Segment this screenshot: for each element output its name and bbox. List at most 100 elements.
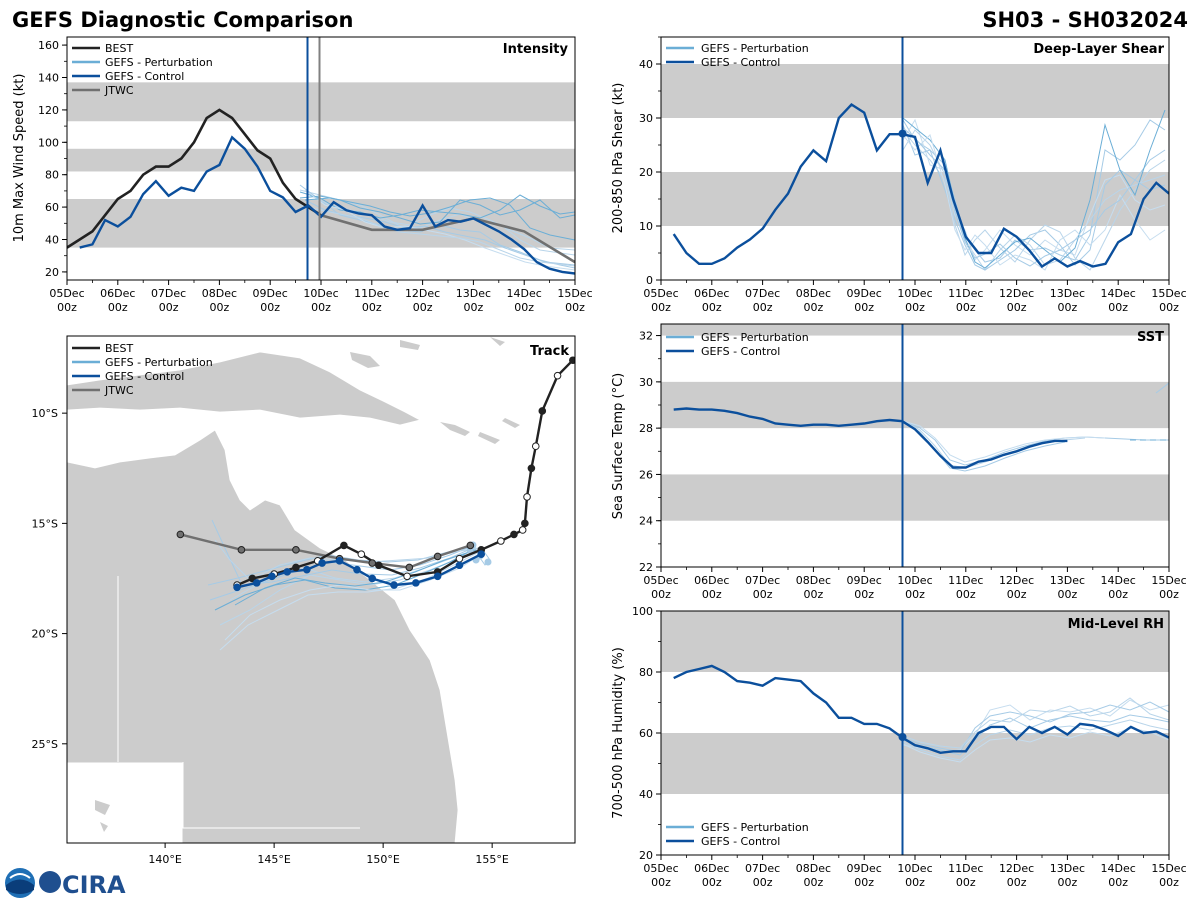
rh-xtick-label-8: 13Dec bbox=[1050, 862, 1085, 875]
rh-ytick-label-2: 60 bbox=[639, 727, 653, 740]
intensity-xtick-label-5: 10Dec bbox=[303, 287, 338, 300]
intensity-band-0 bbox=[67, 199, 575, 248]
sst-x-axis: 05Dec00z06Dec00z07Dec00z08Dec00z09Dec00z… bbox=[643, 567, 1187, 601]
track-point-2-6 bbox=[353, 565, 361, 574]
sst-xtick-sub-0: 00z bbox=[651, 588, 671, 601]
intensity-ytick-label-1: 40 bbox=[45, 234, 59, 247]
rh-band-1 bbox=[661, 611, 1169, 672]
intensity-best-line bbox=[67, 108, 322, 249]
sst-xtick-sub-10: 00z bbox=[1159, 588, 1179, 601]
rh-xtick-sub-7: 00z bbox=[1007, 876, 1027, 889]
intensity-xtick-label-4: 09Dec bbox=[253, 287, 288, 300]
tasmania-inset bbox=[67, 761, 184, 843]
track-xtick-label-3: 155°E bbox=[475, 853, 508, 866]
sst-xtick-sub-8: 00z bbox=[1058, 588, 1078, 601]
sst-xtick-label-10: 15Dec bbox=[1151, 574, 1186, 587]
shear-legend: GEFS - Perturbation GEFS - Control bbox=[666, 42, 809, 69]
track-point-0-9 bbox=[497, 537, 505, 545]
intensity-ytick-label-0: 20 bbox=[45, 266, 59, 279]
rh-xtick-label-10: 15Dec bbox=[1151, 862, 1186, 875]
track-point-0-16 bbox=[340, 541, 348, 550]
rh-x-axis: 05Dec00z06Dec00z07Dec00z08Dec00z09Dec00z… bbox=[643, 855, 1187, 889]
shear-ytick-label-2: 20 bbox=[639, 166, 653, 179]
rh-ytick-label-1: 40 bbox=[639, 788, 653, 801]
track-point-2-1 bbox=[455, 561, 464, 570]
intensity-band-2 bbox=[67, 82, 575, 122]
intensity-ytick-label-3: 80 bbox=[45, 169, 59, 182]
track-point-2-9 bbox=[303, 565, 311, 574]
new-guinea-land bbox=[67, 351, 422, 426]
sst-xtick-label-1: 06Dec bbox=[694, 574, 729, 587]
track-point-2-5 bbox=[368, 574, 377, 583]
sst-band-0 bbox=[661, 474, 1169, 521]
sst-legend-control: GEFS - Control bbox=[701, 345, 780, 358]
rh-xtick-label-1: 06Dec bbox=[694, 862, 729, 875]
sst-ytick-label-0: 22 bbox=[639, 561, 653, 574]
track-point-0-0 bbox=[569, 356, 575, 365]
sst-xtick-sub-1: 00z bbox=[702, 588, 722, 601]
sst-bands bbox=[661, 324, 1169, 521]
track-point-1-3 bbox=[368, 559, 377, 567]
rh-ytick-label-3: 80 bbox=[639, 666, 653, 679]
sst-xtick-sub-7: 00z bbox=[1007, 588, 1027, 601]
track-points bbox=[176, 356, 575, 592]
legend-best: BEST bbox=[105, 42, 133, 55]
track-point-0-15 bbox=[357, 550, 366, 559]
legend-perturbation: GEFS - Perturbation bbox=[105, 56, 213, 69]
shear-xtick-sub-2: 00z bbox=[753, 301, 773, 314]
track-point-0-8 bbox=[510, 530, 518, 539]
rh-xtick-sub-0: 00z bbox=[651, 876, 671, 889]
track-point-2-11 bbox=[268, 572, 276, 581]
shear-xtick-sub-5: 00z bbox=[905, 301, 925, 314]
intensity-xtick-sub-0: 00z bbox=[57, 301, 77, 314]
shear-band-1 bbox=[661, 64, 1169, 118]
sst-control-line bbox=[673, 407, 1068, 469]
shear-xtick-label-6: 11Dec bbox=[948, 287, 983, 300]
track-point-1-2 bbox=[405, 563, 414, 572]
rh-xtick-sub-6: 00z bbox=[956, 876, 976, 889]
track-point-0-11 bbox=[455, 554, 464, 563]
track-point-0-13 bbox=[403, 572, 411, 581]
track-panel: 140°E 145°E 150°E 155°E 10°S 15°S 20°S 25°S Tra… bbox=[32, 335, 576, 866]
track-point-0-3 bbox=[531, 442, 540, 451]
track-point-1-0 bbox=[466, 541, 475, 550]
sst-ytick-label-4: 30 bbox=[639, 376, 653, 389]
rh-xtick-sub-4: 00z bbox=[854, 876, 874, 889]
shear-ytick-label-1: 10 bbox=[639, 220, 653, 233]
intensity-xtick-sub-5: 00z bbox=[311, 301, 331, 314]
shear-y-axis: 0 10 20 30 40 bbox=[639, 36, 661, 287]
rh-xtick-sub-3: 00z bbox=[804, 876, 824, 889]
intensity-ytick-label-6: 140 bbox=[38, 72, 59, 85]
intensity-xtick-label-0: 05Dec bbox=[49, 287, 84, 300]
intensity-xtick-sub-10: 00z bbox=[565, 301, 585, 314]
shear-init-marker bbox=[898, 129, 907, 138]
sst-xtick-sub-6: 00z bbox=[956, 588, 976, 601]
track-point-2-8 bbox=[318, 559, 326, 567]
shear-xtick-label-0: 05Dec bbox=[643, 287, 678, 300]
track-point-0-14 bbox=[374, 561, 383, 570]
rh-xtick-sub-9: 00z bbox=[1108, 876, 1128, 889]
shear-xtick-sub-10: 00z bbox=[1159, 301, 1179, 314]
sst-xtick-sub-4: 00z bbox=[854, 588, 874, 601]
sst-ytick-label-3: 28 bbox=[639, 422, 653, 435]
sst-band-2 bbox=[661, 324, 1169, 336]
track-point-0-7 bbox=[518, 526, 527, 534]
rh-ytick-label-4: 100 bbox=[632, 605, 653, 618]
track-point-2-2 bbox=[433, 572, 442, 581]
shear-ytick-label-4: 40 bbox=[639, 58, 653, 71]
sst-xtick-label-5: 10Dec bbox=[897, 574, 932, 587]
sst-xtick-sub-5: 00z bbox=[905, 588, 925, 601]
shear-ylabel: 200-850 hPa Shear (kt) bbox=[611, 83, 626, 234]
track-point-2-3 bbox=[412, 579, 420, 587]
track-point-0-18 bbox=[292, 563, 300, 572]
track-legend-perturbation: GEFS - Perturbation bbox=[105, 356, 213, 369]
intensity-y-axis: 20 40 60 80 100 120 140 160 bbox=[38, 39, 67, 279]
track-point-0-1 bbox=[553, 371, 562, 380]
sst-ytick-label-2: 26 bbox=[639, 468, 653, 481]
track-map bbox=[67, 337, 575, 843]
intensity-xtick-sub-2: 00z bbox=[159, 301, 179, 314]
rh-xtick-sub-5: 00z bbox=[905, 876, 925, 889]
intensity-xtick-label-8: 13Dec bbox=[456, 287, 491, 300]
sst-ytick-label-1: 24 bbox=[639, 515, 653, 528]
